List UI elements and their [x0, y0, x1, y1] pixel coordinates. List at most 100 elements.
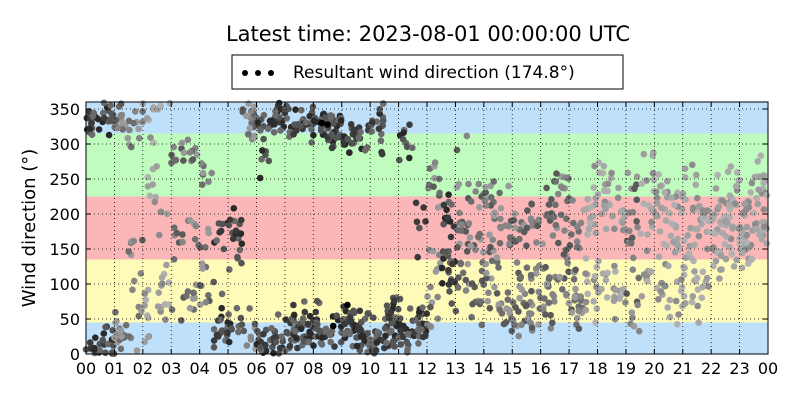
data-point [130, 119, 137, 127]
data-point [272, 112, 279, 119]
data-point [403, 143, 411, 151]
data-point [95, 126, 103, 133]
data-point [493, 290, 501, 297]
data-point [699, 268, 707, 276]
data-point [389, 338, 397, 345]
data-point [626, 227, 633, 235]
data-point [246, 124, 254, 132]
data-point [603, 294, 611, 301]
x-tick-label: 03 [161, 359, 181, 378]
data-point [238, 259, 245, 267]
data-point [331, 343, 338, 350]
data-point [217, 316, 224, 324]
data-point [238, 216, 245, 224]
data-point [472, 246, 479, 254]
data-point [511, 224, 519, 231]
data-point [716, 275, 723, 282]
data-point [490, 212, 498, 220]
data-point [144, 173, 152, 181]
data-point [725, 201, 733, 208]
data-point [643, 247, 651, 255]
data-point [571, 293, 579, 300]
data-point [245, 100, 252, 107]
data-point [117, 100, 125, 108]
data-point [469, 300, 476, 308]
data-point [346, 149, 353, 156]
data-point [635, 327, 643, 335]
data-point [137, 270, 145, 277]
data-point [493, 254, 501, 261]
data-point [364, 144, 371, 151]
data-point [210, 344, 218, 351]
data-point [178, 139, 186, 147]
data-point [162, 316, 169, 324]
data-point [172, 156, 180, 164]
data-point [563, 290, 570, 298]
data-point [395, 305, 402, 313]
data-point [219, 220, 226, 228]
legend-label: Resultant wind direction (174.8°) [293, 63, 575, 83]
data-point [130, 237, 138, 245]
data-point [563, 215, 570, 223]
data-point [330, 120, 337, 127]
data-point [611, 225, 618, 233]
data-point [328, 144, 336, 152]
data-point [208, 169, 215, 177]
data-point [445, 191, 452, 198]
data-point [685, 250, 693, 257]
data-point [196, 282, 204, 289]
data-point [738, 229, 746, 236]
data-point [383, 339, 390, 347]
data-point [406, 121, 413, 128]
data-point [463, 248, 471, 255]
y-tick-label: 150 [49, 240, 80, 259]
data-point [136, 134, 143, 142]
data-point [753, 225, 761, 233]
data-point [535, 321, 542, 328]
data-point [756, 231, 763, 238]
data-point [285, 105, 292, 113]
data-point [505, 182, 512, 190]
data-point [454, 284, 462, 291]
data-point [711, 230, 718, 237]
data-point [487, 243, 494, 251]
data-point [736, 239, 744, 247]
data-point [328, 327, 336, 335]
data-point [313, 297, 321, 305]
data-point [680, 271, 688, 279]
data-point [550, 213, 557, 221]
data-point [475, 180, 483, 188]
data-point [292, 106, 299, 113]
data-point [596, 169, 603, 176]
data-point [735, 177, 743, 184]
data-point [705, 283, 712, 290]
data-point [592, 319, 599, 326]
data-points [82, 99, 771, 358]
data-point [155, 289, 162, 297]
data-point [198, 160, 205, 167]
data-point [559, 286, 566, 293]
data-point [157, 102, 164, 110]
data-point [629, 208, 637, 216]
data-point [327, 338, 335, 346]
data-point [378, 150, 386, 158]
data-point [747, 189, 754, 196]
data-point [482, 183, 489, 191]
data-point [666, 209, 673, 217]
data-point [319, 334, 326, 341]
x-tick-label: 12 [417, 359, 437, 378]
data-point [692, 181, 700, 188]
x-tick-label: 15 [502, 359, 522, 378]
data-point [727, 163, 735, 170]
data-point [616, 295, 623, 302]
data-point [466, 234, 474, 241]
data-point [347, 314, 354, 321]
data-point [433, 265, 441, 273]
data-point [465, 220, 473, 227]
data-point [414, 326, 422, 334]
data-point [508, 327, 516, 335]
data-point [497, 223, 504, 231]
legend-dot [255, 70, 261, 76]
data-point [282, 316, 290, 323]
data-point [193, 151, 201, 159]
